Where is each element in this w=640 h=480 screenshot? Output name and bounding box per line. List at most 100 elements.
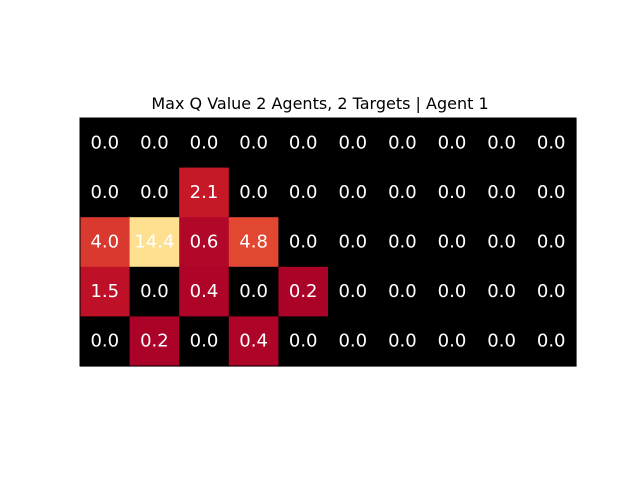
heatmap-value-label-r2-c7: 0.0: [438, 232, 467, 253]
heatmap-cell-r2-c7: [427, 217, 478, 268]
heatmap-value-label-r2-c9: 0.0: [537, 232, 566, 253]
heatmap-cell-r1-c0: [80, 167, 131, 218]
heatmap-value-label-r1-c5: 0.0: [338, 182, 367, 203]
heatmap-value-label-r4-c1: 0.2: [140, 331, 169, 352]
heatmap-cell-r4-c4: [278, 316, 329, 367]
heatmap-value-label-r4-c0: 0.0: [90, 331, 119, 352]
heatmap-cell-r0-c1: [129, 118, 180, 169]
heatmap-cell-r1-c9: [526, 167, 577, 218]
heatmap-value-label-r1-c9: 0.0: [537, 182, 566, 203]
heatmap-cell-r1-c3: [228, 167, 279, 218]
heatmap-value-label-r3-c2: 0.4: [190, 281, 219, 302]
heatmap-cell-r2-c0: [80, 217, 131, 268]
heatmap-value-label-r2-c1: 14.4: [134, 232, 174, 253]
heatmap-value-label-r0-c1: 0.0: [140, 132, 169, 153]
heatmap-value-label-r0-c9: 0.0: [537, 132, 566, 153]
heatmap-cell-r1-c2: [179, 167, 230, 218]
heatmap-value-label-r2-c4: 0.0: [289, 232, 318, 253]
heatmap-value-label-r3-c7: 0.0: [438, 281, 467, 302]
heatmap-value-label-r3-c0: 1.5: [90, 281, 119, 302]
heatmap-value-label-r1-c4: 0.0: [289, 182, 318, 203]
heatmap-cell-r3-c8: [476, 266, 527, 317]
heatmap-cell-r0-c5: [328, 118, 379, 169]
heatmap-cell-r0-c6: [377, 118, 428, 169]
heatmap-cell-r3-c5: [328, 266, 379, 317]
heatmap-value-label-r2-c0: 4.0: [90, 232, 119, 253]
heatmap-cell-r1-c8: [476, 167, 527, 218]
heatmap-value-label-r4-c6: 0.0: [388, 331, 417, 352]
heatmap-value-label-r0-c4: 0.0: [289, 132, 318, 153]
heatmap-cell-r0-c7: [427, 118, 478, 169]
heatmap-value-label-r1-c2: 2.1: [190, 182, 219, 203]
heatmap-value-label-r0-c8: 0.0: [487, 132, 516, 153]
heatmap-cell-r0-c8: [476, 118, 527, 169]
heatmap-value-label-r3-c5: 0.0: [338, 281, 367, 302]
heatmap-value-label-r3-c6: 0.0: [388, 281, 417, 302]
heatmap-value-label-r3-c3: 0.0: [239, 281, 268, 302]
heatmap-cells: [80, 118, 577, 367]
heatmap-value-label-r4-c7: 0.0: [438, 331, 467, 352]
heatmap-cell-r4-c0: [80, 316, 131, 367]
heatmap-value-label-r3-c9: 0.0: [537, 281, 566, 302]
heatmap-cell-r2-c5: [328, 217, 379, 268]
heatmap-cell-r2-c8: [476, 217, 527, 268]
heatmap-value-label-r0-c6: 0.0: [388, 132, 417, 153]
heatmap-value-label-r0-c7: 0.0: [438, 132, 467, 153]
heatmap-value-label-r3-c1: 0.0: [140, 281, 169, 302]
heatmap-cell-r4-c8: [476, 316, 527, 367]
heatmap-cell-r3-c6: [377, 266, 428, 317]
heatmap-cell-r1-c7: [427, 167, 478, 218]
heatmap-cell-r3-c2: [179, 266, 230, 317]
heatmap-cell-r2-c3: [228, 217, 279, 268]
heatmap-frame: [79, 117, 577, 367]
chart-title: Max Q Value 2 Agents, 2 Targets | Agent …: [151, 94, 489, 113]
heatmap-cell-r2-c2: [179, 217, 230, 268]
heatmap-value-label-r0-c3: 0.0: [239, 132, 268, 153]
heatmap-cell-r0-c2: [179, 118, 230, 169]
heatmap-cell-r1-c5: [328, 167, 379, 218]
heatmap-cell-r3-c1: [129, 266, 180, 317]
heatmap-cell-r3-c0: [80, 266, 131, 317]
heatmap-value-label-r1-c0: 0.0: [90, 182, 119, 203]
heatmap-value-label-r2-c6: 0.0: [388, 232, 417, 253]
heatmap-value-label-r0-c5: 0.0: [338, 132, 367, 153]
heatmap-cell-r2-c9: [526, 217, 577, 268]
heatmap-cell-r4-c5: [328, 316, 379, 367]
heatmap-value-label-r2-c5: 0.0: [338, 232, 367, 253]
heatmap-value-label-r3-c8: 0.0: [487, 281, 516, 302]
heatmap-cell-r4-c9: [526, 316, 577, 367]
heatmap-cell-r4-c3: [228, 316, 279, 367]
heatmap-cell-r4-c1: [129, 316, 180, 367]
heatmap-cell-r0-c9: [526, 118, 577, 169]
heatmap-cell-r1-c4: [278, 167, 329, 218]
heatmap-value-label-r1-c1: 0.0: [140, 182, 169, 203]
heatmap-value-label-r4-c4: 0.0: [289, 331, 318, 352]
heatmap-value-label-r4-c2: 0.0: [190, 331, 219, 352]
heatmap-cell-r4-c6: [377, 316, 428, 367]
heatmap-cell-r0-c3: [228, 118, 279, 169]
heatmap-cell-r3-c4: [278, 266, 329, 317]
heatmap-value-label-r4-c9: 0.0: [537, 331, 566, 352]
heatmap-cell-r1-c1: [129, 167, 180, 218]
heatmap-cell-r2-c4: [278, 217, 329, 268]
heatmap-value-label-r4-c8: 0.0: [487, 331, 516, 352]
heatmap-value-label-r3-c4: 0.2: [289, 281, 318, 302]
heatmap-cell-r1-c6: [377, 167, 428, 218]
heatmap-cell-r4-c7: [427, 316, 478, 367]
heatmap-cell-r2-c1: [129, 217, 180, 268]
heatmap-value-label-r0-c2: 0.0: [190, 132, 219, 153]
heatmap-value-label-r2-c2: 0.6: [190, 232, 219, 253]
heatmap-cell-r3-c9: [526, 266, 577, 317]
heatmap-value-label-r0-c0: 0.0: [90, 132, 119, 153]
heatmap-value-label-r1-c7: 0.0: [438, 182, 467, 203]
heatmap-cell-r3-c3: [228, 266, 279, 317]
heatmap-cell-r3-c7: [427, 266, 478, 317]
heatmap-value-label-r1-c3: 0.0: [239, 182, 268, 203]
heatmap-cell-r2-c6: [377, 217, 428, 268]
heatmap-value-labels: 0.0 0.0 0.0 0.0 0.0 0.0 0.0 0.0 0.0 0.0 0.0 0.0 2.1 0…: [90, 132, 565, 351]
heatmap-cell-r0-c4: [278, 118, 329, 169]
heatmap-cell-r0-c0: [80, 118, 131, 169]
heatmap-value-label-r4-c5: 0.0: [338, 331, 367, 352]
heatmap-value-label-r2-c8: 0.0: [487, 232, 516, 253]
